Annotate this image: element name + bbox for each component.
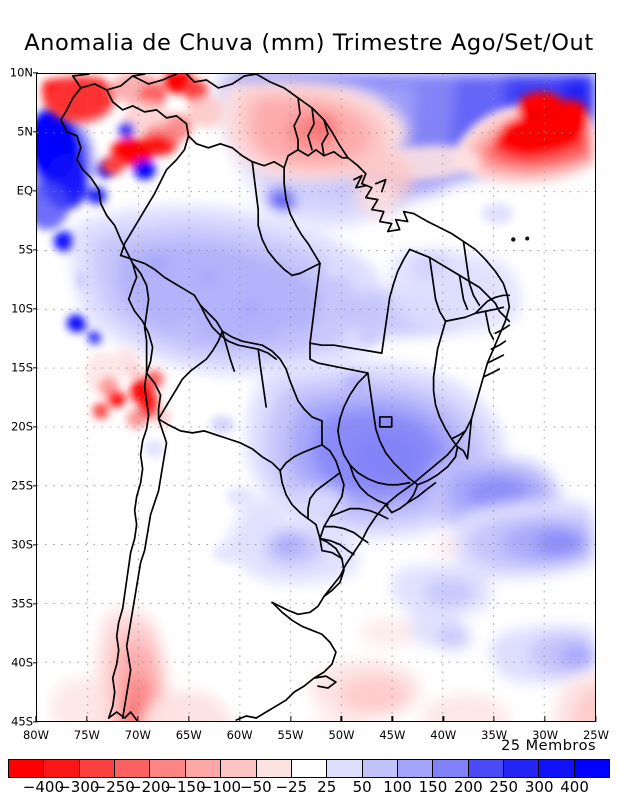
ensemble-members-label: 25 Membros <box>501 738 596 754</box>
colorbar-swatches <box>8 759 610 778</box>
lat-tick-mark <box>33 603 38 605</box>
lat-tick-label: 15S <box>11 360 33 375</box>
colorbar-tick-labels: −400 −300 −250 −200 −150 −100 −50 −25 25 50 100 150… <box>8 780 610 798</box>
lon-tick-label: 75W <box>73 728 100 742</box>
lat-tick-label: 10N <box>9 65 33 80</box>
lat-tick-label: 40S <box>11 655 33 670</box>
colorbar <box>8 759 610 778</box>
lon-tick-mark <box>493 716 495 722</box>
colorbar-tick-label: −25 <box>275 778 308 796</box>
lat-tick-label: 45S <box>11 714 33 729</box>
colorbar-swatch <box>221 760 257 777</box>
colorbar-tick-label: 50 <box>352 778 372 796</box>
lat-tick-label: 35S <box>11 596 33 611</box>
lon-tick-label: 65W <box>175 728 202 742</box>
coastline-and-borders <box>60 74 511 721</box>
colorbar-tick-label: −100 <box>199 778 242 796</box>
lon-tick-label: 30W <box>532 728 559 742</box>
colorbar-tick-label: −300 <box>58 778 100 796</box>
colorbar-tick-label: 150 <box>418 778 448 796</box>
lat-tick-mark <box>33 131 38 133</box>
lon-tick-label: 55W <box>277 728 304 742</box>
lon-tick-label: 45W <box>379 728 406 742</box>
lat-tick-mark <box>33 721 38 723</box>
lon-tick-mark <box>544 716 546 722</box>
lon-tick-mark <box>238 716 241 722</box>
colorbar-swatch <box>291 760 328 777</box>
lon-tick-label: 40W <box>430 728 457 742</box>
lat-tick-mark <box>33 72 38 74</box>
colorbar-tick-label: 25 <box>317 778 337 796</box>
lat-tick-label: EQ <box>16 183 33 198</box>
colorbar-tick-label: 200 <box>454 778 483 796</box>
colorbar-swatch <box>185 760 222 777</box>
lat-tick-mark <box>33 544 38 546</box>
colorbar-swatch <box>327 760 363 777</box>
colorbar-swatch <box>574 760 610 777</box>
colorbar-swatch <box>468 760 505 777</box>
lat-tick-mark <box>33 367 38 369</box>
lon-tick-mark <box>188 716 190 722</box>
lon-tick-mark <box>391 716 394 722</box>
colorbar-tick-label: −150 <box>164 778 206 796</box>
colorbar-swatch <box>79 760 116 777</box>
lat-tick-label: 25S <box>11 478 33 493</box>
lat-tick-mark <box>33 249 38 251</box>
lat-tick-mark <box>33 308 38 310</box>
anomaly-field <box>37 74 595 721</box>
colorbar-tick-label: −250 <box>93 778 135 796</box>
lat-tick-label: 5N <box>17 124 33 139</box>
lon-tick-label: 25W <box>582 728 610 742</box>
lon-tick-mark <box>86 716 88 722</box>
lon-tick-label: 50W <box>328 728 355 742</box>
lat-tick-mark <box>33 190 38 192</box>
colorbar-tick-label: 250 <box>489 778 519 796</box>
lon-tick-mark <box>137 716 139 722</box>
page-title: Anomalia de Chuva (mm) Trimestre Ago/Set… <box>24 30 594 56</box>
colorbar-tick-label: 400 <box>560 778 589 796</box>
colorbar-swatch <box>433 760 469 777</box>
colorbar-swatch <box>9 760 45 777</box>
colorbar-tick-label: 100 <box>383 778 412 796</box>
lon-tick-label: 80W <box>22 728 50 742</box>
lat-tick-label: 5S <box>18 242 33 257</box>
colorbar-tick-label: −50 <box>240 778 272 796</box>
colorbar-swatch <box>256 760 292 777</box>
colorbar-swatch <box>539 760 575 777</box>
colorbar-swatch <box>115 760 151 777</box>
latitude-axis: 10N 5N EQ 5S 10S 15S 20S 25S 30S 35S 40S 45S <box>0 67 38 727</box>
lon-tick-label: 60W <box>226 728 253 742</box>
lat-tick-mark <box>33 485 38 487</box>
lat-tick-label: 10S <box>11 301 33 316</box>
lat-tick-label: 20S <box>11 419 33 434</box>
lon-tick-mark <box>442 716 444 722</box>
lat-tick-mark <box>33 426 38 428</box>
colorbar-swatch <box>504 760 540 777</box>
lon-tick-mark <box>595 716 597 722</box>
colorbar-swatch <box>362 760 398 777</box>
lon-tick-label: 70W <box>124 728 151 742</box>
map-plot-area <box>36 73 596 722</box>
colorbar-swatch <box>150 760 186 777</box>
lat-tick-mark <box>33 662 38 664</box>
lon-tick-mark <box>35 716 37 722</box>
lat-tick-label: 30S <box>11 537 33 552</box>
lon-tick-label: 35W <box>481 728 508 742</box>
lon-tick-mark <box>340 716 343 722</box>
lon-tick-mark <box>289 716 292 722</box>
longitude-axis: 80W 75W 70W 65W 60W 55W 50W 45W 40W 35W 30W 25W <box>23 716 609 748</box>
colorbar-tick-label: −200 <box>129 778 171 796</box>
colorbar-swatch <box>397 760 434 777</box>
colorbar-swatch <box>44 760 80 777</box>
colorbar-tick-label: 300 <box>524 778 554 796</box>
colorbar-tick-label: −400 <box>22 778 65 796</box>
